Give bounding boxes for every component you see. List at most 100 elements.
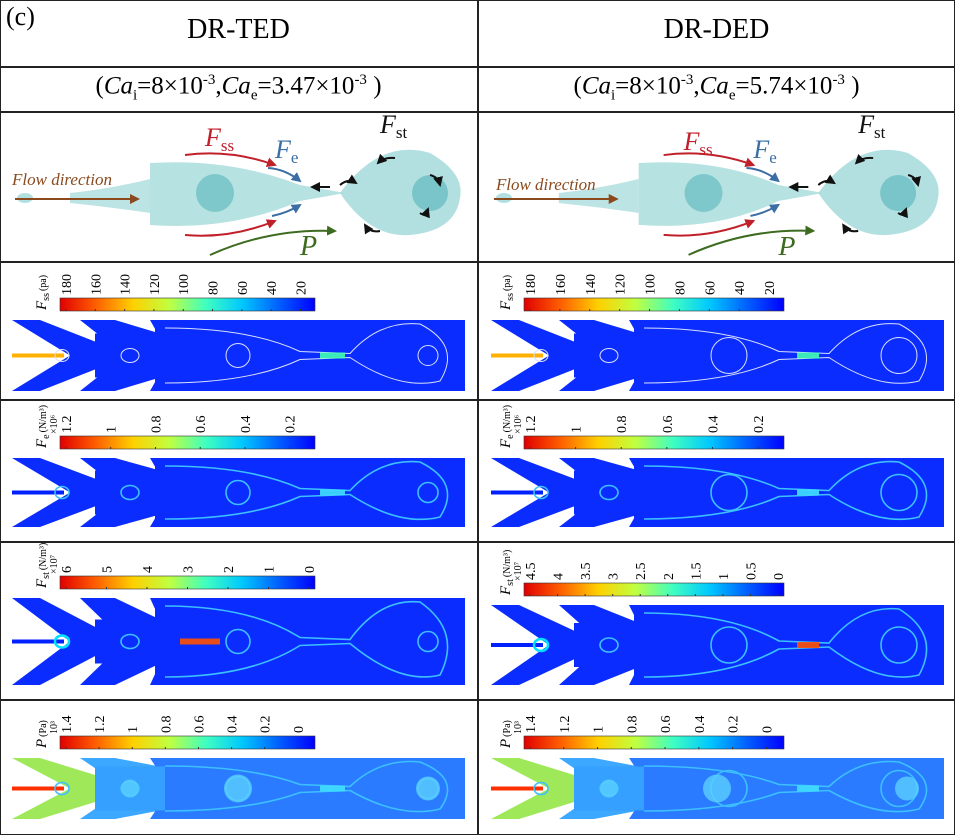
flow-direction-label: Flow direction: [495, 175, 596, 194]
fst-arrow: [339, 174, 358, 186]
symbol: F: [34, 300, 50, 311]
colorbar-tick-label: 60: [703, 281, 718, 295]
colorbar-tick-label: 1.2: [93, 716, 108, 734]
chevron-inlet: [150, 598, 185, 685]
neck-hotspot: [320, 489, 345, 496]
compound-droplet-body: [150, 162, 345, 226]
fss-label-symbol: F: [204, 123, 222, 152]
p-colorbar-title: P (Pa): [34, 720, 50, 749]
subscript: st: [41, 572, 52, 579]
colorbar-tick-label: 0.6: [192, 716, 207, 734]
pressure-arrow: [209, 225, 337, 256]
chevron-inlet: [629, 758, 664, 819]
colorbar-tick-label: 3.5: [579, 563, 594, 581]
fe-arrow-top: [267, 167, 302, 183]
colorbar-tick-label: 0.8: [149, 416, 164, 434]
main-channel: [634, 758, 944, 819]
neck-hotspot: [797, 489, 819, 496]
inner-droplet-contour: [532, 637, 550, 653]
colorbar-tick-label: 1.4: [524, 716, 539, 734]
y-inlet: [12, 320, 100, 391]
colorbar-tick-label: 180: [60, 274, 75, 295]
fe-label-subscript: e: [291, 148, 299, 167]
interface-contour: [643, 460, 928, 521]
p-colorbar: [59, 735, 316, 750]
subscript: e: [41, 434, 52, 439]
symbol: F: [498, 300, 514, 311]
capillary-params-ted: (Cai=8×10-3,Cae=3.47×10-3 ): [95, 72, 382, 104]
inlet-jet: [12, 639, 64, 644]
fst-label-symbol: F: [857, 113, 875, 139]
junction: [574, 623, 644, 667]
fss-label-subscript: ss: [699, 140, 712, 159]
inner-droplet-contour: [710, 337, 748, 374]
inner-droplet-contour: [880, 626, 918, 664]
detached-droplet: [340, 149, 461, 236]
chevron-inlet: [150, 320, 185, 391]
pressure-droplet: [600, 779, 618, 798]
pressure-droplet: [224, 774, 252, 803]
fst-multiplier: ×10⁷: [513, 561, 524, 581]
junction: [95, 333, 165, 378]
fst-multiplier: ×10⁷: [49, 554, 60, 574]
fss-arrow-top: [184, 152, 277, 168]
colorbar-tick-label: 2: [222, 566, 237, 573]
colorbar-tick-label: 0.2: [259, 716, 274, 734]
colorbar-tick-label: 160: [554, 274, 569, 295]
inner-droplet-contour: [225, 479, 251, 506]
colorbar-tick-label: 2.5: [634, 563, 649, 581]
junction: [574, 333, 644, 378]
colorbar-tick-label: 1: [126, 726, 141, 733]
fst-arrow: [817, 174, 836, 186]
pressure-arrow: [688, 225, 816, 256]
interface-contour: [643, 323, 928, 384]
inner-droplet-contour: [225, 343, 251, 368]
fss-panel-ted: Fss (pa) 180 160 140 120 100 80 60 40 20: [12, 274, 465, 391]
fss-panel-ded: Fss (pa) 180 160 140 120 100 80 60 40 20: [491, 274, 944, 391]
fst-label: Fst: [379, 113, 408, 142]
p-multiplier: 10³: [513, 721, 524, 734]
colorbar-tick-label: 100: [177, 274, 192, 295]
fss-label-symbol: F: [683, 127, 701, 156]
colorbar-tick-label: 0.8: [159, 716, 174, 734]
pressure-droplet: [703, 774, 731, 803]
colorbar-tick-label: 1.2: [558, 716, 573, 734]
main-channel: [634, 320, 944, 391]
colorbar-tick-label: 1.2: [60, 416, 75, 434]
fst-colorbar-title: Fst (N/m³): [498, 550, 516, 596]
colorbar-tick-label: 1.5: [689, 563, 704, 581]
inner-thread: [70, 179, 150, 213]
unit: (N/m³): [38, 543, 49, 570]
inlet-jet: [12, 786, 64, 791]
p-colorbar-title: P (Pa): [498, 720, 514, 749]
inner-droplet-contour: [533, 349, 549, 362]
fst-panel-ded: Fst (N/m³) ×10⁷ 4.5 4 3.5 3 2.5 2 1.5 1 0.5 0: [491, 550, 944, 685]
colorbar-tick-label: 6: [60, 566, 75, 573]
neck-hotspot: [180, 638, 220, 645]
fst-arrow: [363, 223, 381, 235]
pressure-droplet: [416, 776, 440, 801]
y-inlet: [12, 598, 100, 685]
fst-colorbar-title: Fst (N/m³): [34, 543, 52, 589]
fe-multiplier: ×10⁶: [49, 414, 60, 434]
panel-label: (c): [6, 2, 35, 31]
inner-droplet-contour: [533, 781, 549, 796]
inner-thread: [558, 179, 639, 213]
unit: (N/m³): [502, 405, 513, 432]
flow-direction-label: Flow direction: [11, 170, 112, 189]
colorbar-tick-label: 100: [644, 274, 659, 295]
column-title-ted: DR-TED: [187, 14, 290, 45]
fe-colorbar-title: Fe (N/m³): [34, 405, 52, 449]
fst-arrow: [897, 207, 908, 219]
unit: (Pa): [502, 720, 513, 737]
colorbar-tick-label: 5: [101, 566, 116, 573]
colorbar-tick-label: 60: [236, 281, 251, 295]
fst-arrow: [907, 174, 921, 187]
fst-label-symbol: F: [379, 113, 397, 139]
colorbar-tick-label: 1: [263, 566, 278, 573]
fss-colorbar-title: Fss (pa): [498, 275, 516, 311]
neck-hotspot: [320, 785, 345, 792]
interface-contour: [164, 460, 449, 521]
main-channel: [634, 605, 944, 685]
column-title-ded: DR-DED: [663, 14, 770, 45]
